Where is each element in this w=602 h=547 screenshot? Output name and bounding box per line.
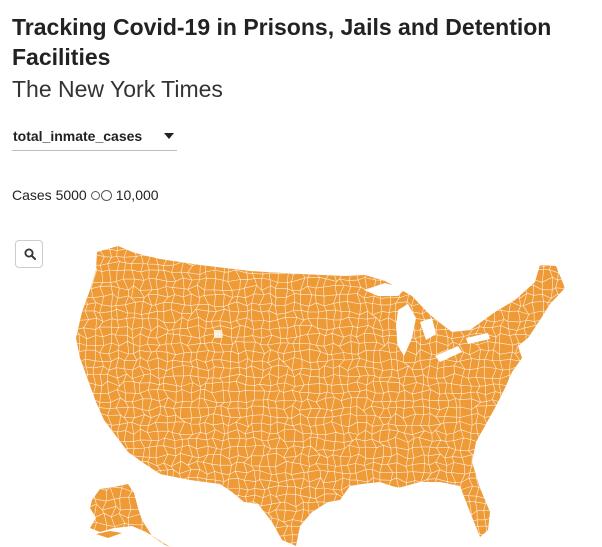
caret-down-icon (164, 133, 174, 139)
page-title: Tracking Covid-19 in Prisons, Jails and … (12, 14, 552, 70)
metric-select-value: total_inmate_cases (13, 128, 143, 144)
legend-small-value: 5000 (55, 187, 87, 203)
size-legend: Cases 5000 10,000 (12, 187, 159, 203)
legend-circles (90, 189, 112, 201)
metric-select[interactable]: total_inmate_cases (12, 124, 177, 151)
aleutian-islands (96, 531, 122, 538)
legend-large-value: 10,000 (115, 187, 159, 203)
lake-michigan (396, 304, 416, 356)
us-county-map[interactable] (0, 230, 602, 547)
lake-ontario (466, 333, 490, 344)
alaska (90, 484, 170, 547)
lake-erie (435, 346, 462, 362)
lake-huron (420, 318, 436, 340)
small-circle-icon (90, 190, 100, 200)
lake-superior (364, 283, 405, 296)
large-circle-icon (100, 189, 112, 201)
zoom-button[interactable] (15, 240, 43, 268)
great-salt-lake (214, 330, 222, 338)
magnifier-icon (24, 248, 36, 260)
legend-label: Cases (12, 187, 52, 203)
page-source: The New York Times (12, 76, 223, 102)
contiguous-states (76, 246, 565, 546)
